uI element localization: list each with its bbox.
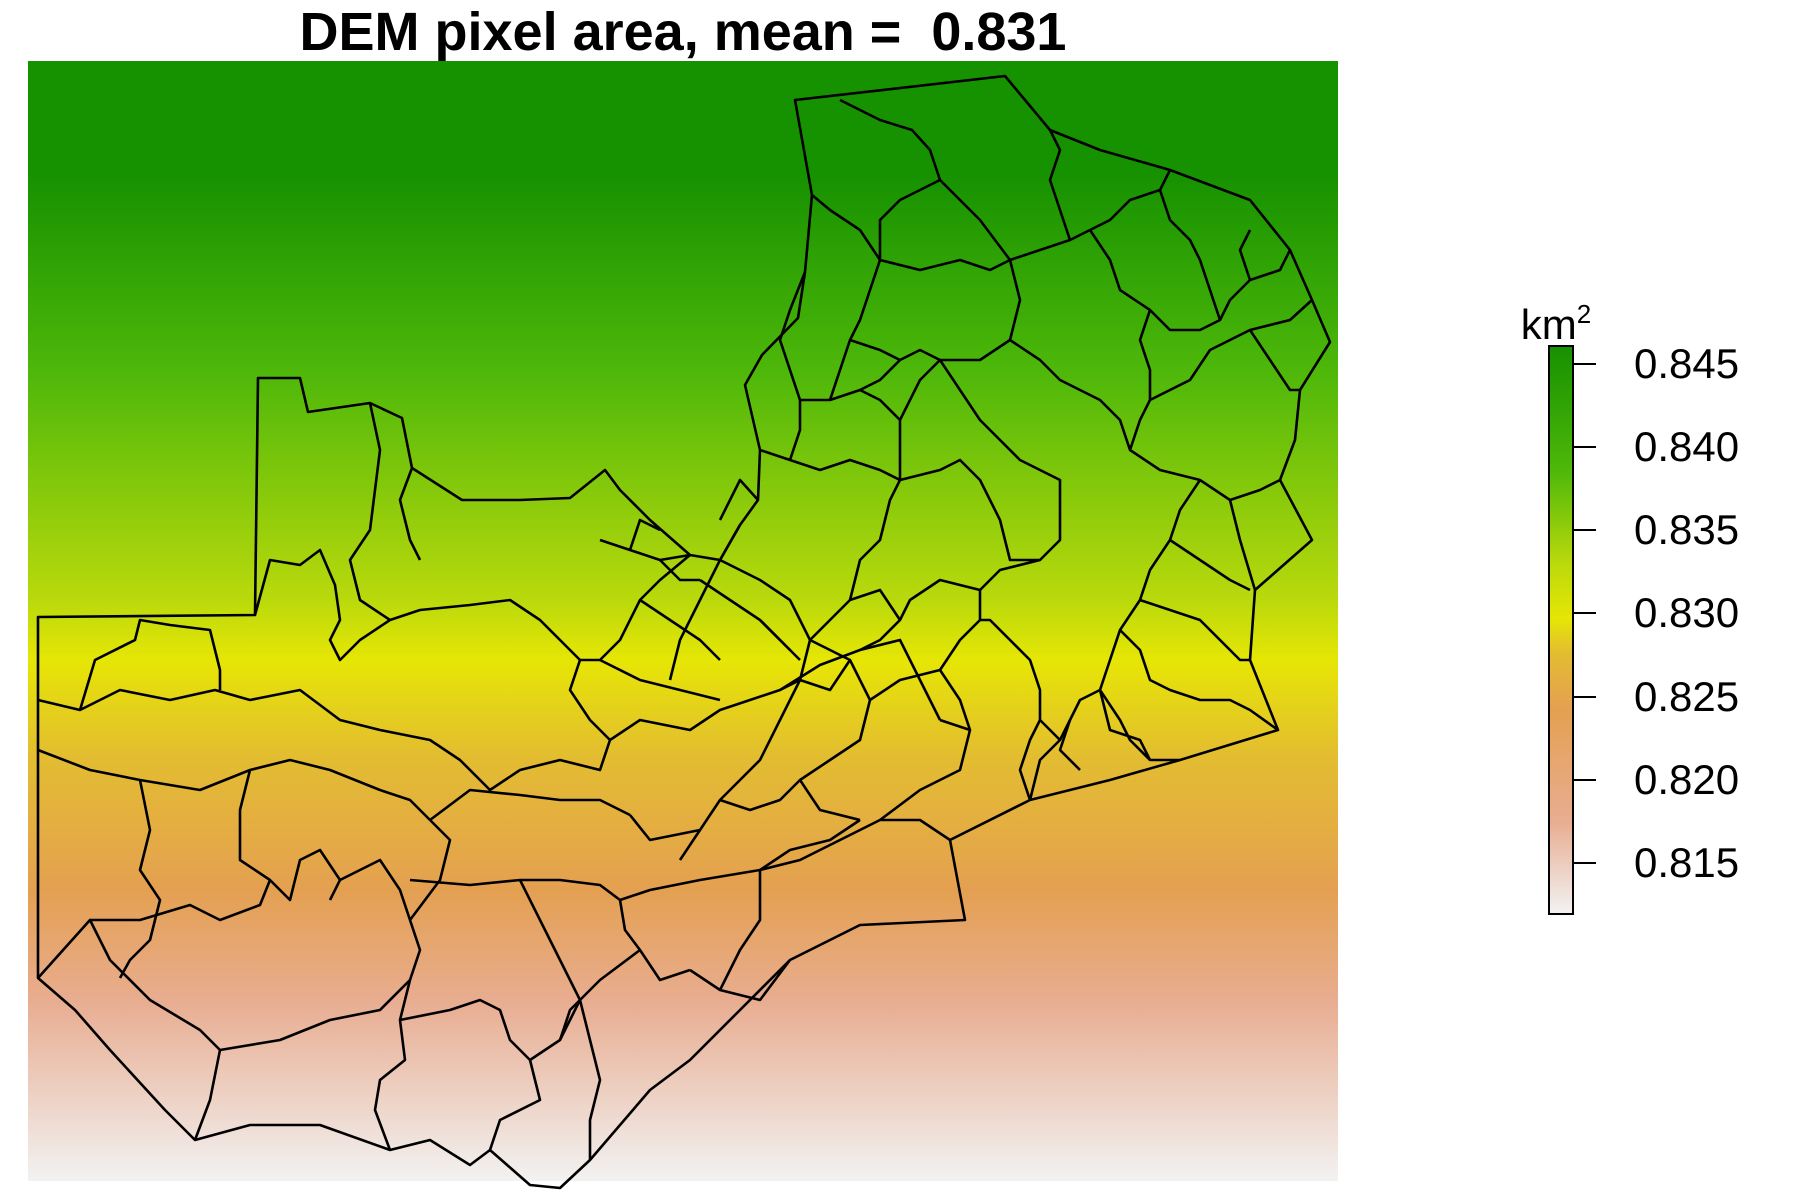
boundary-line: [828, 259, 882, 401]
boundary-line: [668, 524, 742, 681]
boundary-line: [558, 948, 641, 1041]
boundary-line: [938, 359, 1062, 500]
map-title: DEM pixel area, mean = 0.831: [299, 2, 1067, 62]
boundary-line: [979, 500, 1062, 591]
boundary-line: [719, 779, 801, 812]
legend-tick-mark: [1574, 529, 1596, 532]
pixel-area-raster: [28, 61, 1338, 1181]
boundary-line: [1048, 129, 1072, 241]
boundary-line: [348, 402, 391, 622]
legend-tick-label: 0.835: [1634, 506, 1740, 554]
boundary-line: [859, 578, 981, 652]
legend-unit-label: km2: [1514, 290, 1598, 349]
boundary-line: [399, 998, 542, 1151]
boundary-line: [899, 458, 1040, 562]
boundary-line: [1139, 598, 1250, 662]
boundary-line: [253, 548, 611, 741]
boundary-line: [1028, 479, 1202, 801]
boundary-line: [238, 769, 342, 902]
legend-tick-mark: [1574, 612, 1596, 615]
boundary-line: [398, 467, 422, 561]
boundary-line: [1058, 719, 1081, 771]
legend-tick-mark: [1574, 862, 1596, 865]
boundary-line: [759, 818, 861, 872]
boundary-line: [689, 959, 792, 1002]
boundary-line: [628, 814, 701, 842]
boundary-line: [118, 779, 162, 979]
boundary-line: [599, 658, 721, 702]
boundary-line: [879, 718, 972, 822]
boundary-line: [1018, 719, 1042, 801]
legend-unit-exponent: 2: [1576, 299, 1592, 329]
boundary-line: [219, 858, 422, 1052]
boundary-line: [798, 638, 872, 822]
boundary-line: [849, 338, 901, 362]
boundary-line: [719, 558, 812, 692]
boundary-line: [1138, 309, 1152, 400]
boundary-line: [799, 659, 852, 692]
legend-tick-label: 0.830: [1634, 589, 1740, 637]
boundary-line: [759, 619, 801, 661]
boundary-line: [1098, 689, 1180, 762]
boundary-line: [408, 819, 452, 921]
boundary-line: [619, 818, 951, 902]
boundary-line: [811, 194, 882, 261]
legend-tick-label: 0.845: [1634, 339, 1740, 387]
legend-tick-label: 0.825: [1634, 672, 1740, 720]
legend-tick-mark: [1574, 362, 1596, 365]
boundary-line: [839, 98, 1022, 480]
boundary-line: [373, 979, 412, 1151]
boundary-line: [678, 679, 802, 861]
boundary-line: [599, 538, 691, 562]
boundary-line: [659, 559, 700, 582]
boundary-line: [759, 448, 901, 482]
boundary-line: [1088, 229, 1292, 332]
boundary-line: [718, 870, 762, 991]
legend-tick-mark: [1574, 445, 1596, 448]
boundary-line: [429, 788, 631, 822]
boundary-line: [848, 479, 902, 601]
legend-tick-mark: [1574, 695, 1596, 698]
legend-tick-label: 0.820: [1634, 755, 1740, 803]
boundary-line: [878, 178, 941, 260]
boundary-line: [37, 748, 431, 821]
legend-tick-label: 0.840: [1634, 422, 1740, 470]
legend-tick-label: 0.815: [1634, 839, 1740, 887]
boundary-line: [628, 518, 661, 551]
boundary-line: [859, 348, 941, 392]
legend-colorbar: [1548, 345, 1574, 915]
boundary-line: [1238, 229, 1252, 281]
boundary-line: [639, 598, 721, 661]
boundary-line: [90, 879, 272, 922]
legend-tick-mark: [1574, 778, 1596, 781]
boundary-line: [980, 618, 1061, 741]
boundary-line: [1169, 538, 1251, 592]
boundary-line: [800, 388, 901, 421]
boundary-line: [1158, 189, 1222, 321]
boundary-line: [1128, 299, 1313, 451]
boundary-line: [37, 918, 222, 1141]
boundary-line: [580, 554, 691, 662]
boundary-line: [1098, 689, 1152, 761]
boundary-line: [1248, 329, 1300, 392]
boundary-line: [879, 258, 1011, 272]
boundary-line: [1009, 169, 1172, 262]
boundary-line: [938, 590, 982, 671]
legend-unit-base: km: [1520, 301, 1577, 348]
boundary-line: [1229, 478, 1281, 502]
boundary-line: [518, 879, 602, 1160]
boundary-line: [409, 878, 691, 982]
boundary-line: [1119, 629, 1279, 732]
boundary-line: [718, 478, 759, 521]
boundary-line: [778, 271, 807, 461]
boundary-line: [78, 618, 222, 711]
boundary-line: [1009, 338, 1257, 591]
